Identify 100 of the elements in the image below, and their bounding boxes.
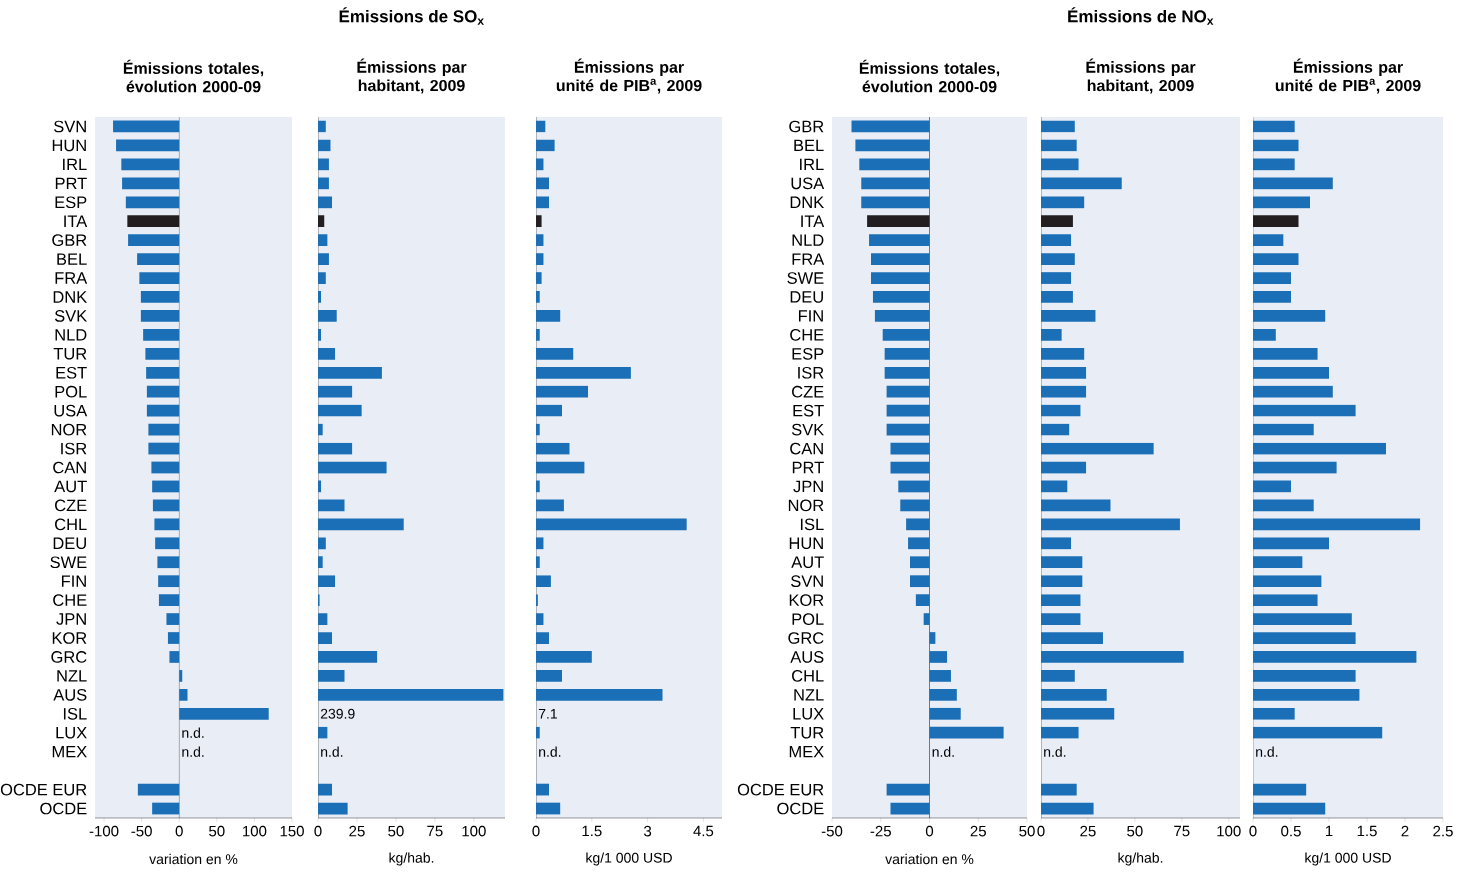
bar (1253, 651, 1417, 663)
bar (929, 688, 957, 701)
bar (867, 215, 930, 228)
y-tick-label: OCDE (777, 802, 824, 815)
bar (869, 234, 930, 247)
bar (536, 632, 550, 644)
y-tick-label: HUN (52, 139, 86, 152)
chart-subtitle: Émissions par unité de PIB$^{a}$, 2009 (1275, 58, 1421, 94)
y-tick-label: POL (792, 613, 824, 625)
bar (1041, 594, 1081, 606)
x-axis-title: kg/hab. (1118, 852, 1163, 866)
bar (318, 196, 333, 209)
x-tick-label: 50 (1127, 825, 1143, 837)
bar (1253, 120, 1295, 133)
bar (318, 651, 378, 663)
bar (1041, 272, 1072, 284)
bar (167, 632, 180, 644)
bar (929, 651, 948, 663)
y-tick-label: BEL (794, 139, 824, 152)
y-tick-label: NOR (788, 499, 824, 512)
bar (536, 310, 561, 322)
y-tick-label: PRT (792, 461, 824, 474)
y-tick-label: ISR (798, 366, 824, 379)
y-tick-label: TUR (53, 348, 87, 360)
y-tick-label: POL (55, 385, 87, 398)
bar (1041, 234, 1072, 247)
bar (906, 518, 930, 531)
y-tick-label: HUN (789, 537, 823, 550)
y-tick-label: USA (791, 177, 825, 190)
bar (318, 158, 329, 171)
bar (861, 196, 930, 209)
bar (536, 139, 555, 152)
bar (1041, 366, 1087, 379)
bar (1253, 404, 1356, 417)
x-tick-label: 0 (314, 825, 322, 837)
bar (137, 783, 180, 796)
y-tick-label: FRA (792, 253, 825, 265)
text: n.d. (182, 727, 204, 738)
y-tick-label: ISL (63, 707, 87, 720)
bar (1253, 329, 1276, 341)
bar (1253, 234, 1284, 247)
bar (1253, 556, 1303, 569)
y-tick-label: IRL (800, 158, 824, 171)
x-tick-label: 25 (1080, 825, 1096, 837)
text: n.d. (932, 746, 954, 757)
y-tick-label: DEU (790, 291, 823, 303)
bar (1253, 310, 1326, 322)
bar (146, 385, 180, 398)
chart-subtitle: Émissions par habitant, 2009 (1086, 58, 1196, 94)
bar (1253, 272, 1292, 284)
bar (882, 329, 930, 341)
bar (1253, 518, 1421, 531)
y-tick-label: NZL (794, 689, 824, 701)
y-tick-label: NLD (55, 329, 87, 341)
bar (536, 518, 687, 531)
x-axis-title: variation en % (885, 853, 974, 865)
y-tick-label: CHL (55, 518, 87, 531)
x-tick-label: 100 (243, 825, 267, 837)
y-tick-label: LUX (56, 726, 87, 739)
y-tick-label: JPN (56, 613, 86, 625)
bar (1253, 707, 1295, 720)
y-tick-label: ESP (792, 347, 824, 360)
bar (536, 272, 542, 284)
bar (318, 385, 353, 398)
y-tick-label: SVN (54, 120, 86, 133)
bar (116, 139, 180, 152)
y-tick-label: ITA (64, 215, 88, 227)
bar (536, 670, 563, 682)
bar (1253, 613, 1352, 625)
bar (861, 177, 930, 190)
bar (1253, 347, 1318, 360)
bar (884, 347, 930, 360)
bar (890, 461, 930, 474)
bar (157, 556, 180, 569)
bar (169, 651, 180, 663)
y-tick-label: AUS (53, 689, 87, 701)
bar (128, 234, 180, 247)
y-tick-label: NZL (57, 670, 87, 682)
bar (166, 613, 180, 625)
chart-subtitle: Émissions par unité de PIB$^{a}$, 2009 (556, 58, 702, 94)
bar (1253, 537, 1330, 550)
bar (871, 253, 930, 265)
bar (1041, 575, 1083, 588)
x-tick-label: 0 (1037, 825, 1045, 837)
y-tick-label: SWE (50, 556, 87, 569)
bar (1253, 253, 1299, 265)
bar (148, 442, 180, 455)
bar (318, 632, 333, 644)
bar (536, 499, 564, 512)
y-tick-label: SVK (791, 423, 825, 436)
bar (139, 272, 180, 284)
bar (536, 442, 570, 455)
x-tick-label: 75 (427, 825, 443, 837)
bar (898, 480, 930, 493)
y-tick-label: ITA (801, 215, 825, 227)
bar (179, 707, 269, 720)
bar (915, 594, 930, 606)
bar (1041, 707, 1115, 720)
bar (146, 404, 180, 417)
y-tick-label: OCDE (40, 802, 87, 815)
